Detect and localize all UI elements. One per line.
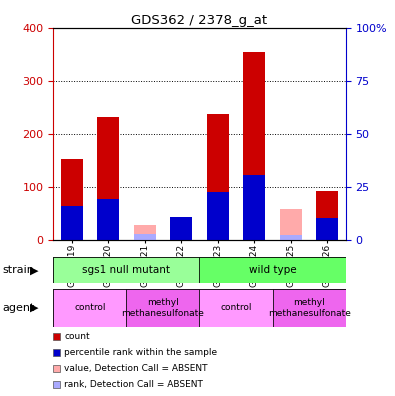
Text: sgs1 null mutant: sgs1 null mutant xyxy=(83,265,170,275)
Bar xyxy=(243,175,265,240)
Bar xyxy=(53,289,126,327)
Bar xyxy=(134,234,156,240)
Text: methyl
methanesulfonate: methyl methanesulfonate xyxy=(122,298,204,318)
Bar xyxy=(134,225,156,240)
Bar xyxy=(280,209,302,240)
Text: wild type: wild type xyxy=(249,265,296,275)
Bar xyxy=(97,199,119,240)
Bar xyxy=(170,217,192,240)
Bar xyxy=(199,289,273,327)
Text: rank, Detection Call = ABSENT: rank, Detection Call = ABSENT xyxy=(64,380,203,388)
Bar xyxy=(316,191,338,240)
Bar xyxy=(97,117,119,240)
Text: control: control xyxy=(74,303,105,312)
Bar xyxy=(199,257,346,283)
Bar xyxy=(243,51,265,240)
Bar xyxy=(273,289,346,327)
Text: ▶: ▶ xyxy=(30,265,38,275)
Text: count: count xyxy=(64,332,90,341)
Bar xyxy=(207,114,229,240)
Bar xyxy=(61,206,83,240)
Bar xyxy=(207,192,229,240)
Bar xyxy=(61,159,83,240)
Bar xyxy=(280,235,302,240)
Text: percentile rank within the sample: percentile rank within the sample xyxy=(64,348,218,357)
Text: methyl
methanesulfonate: methyl methanesulfonate xyxy=(268,298,350,318)
Bar xyxy=(126,289,199,327)
Text: ▶: ▶ xyxy=(30,303,38,313)
Title: GDS362 / 2378_g_at: GDS362 / 2378_g_at xyxy=(132,13,267,27)
Bar xyxy=(316,218,338,240)
Text: value, Detection Call = ABSENT: value, Detection Call = ABSENT xyxy=(64,364,208,373)
Bar xyxy=(53,257,199,283)
Text: strain: strain xyxy=(2,265,34,275)
Text: agent: agent xyxy=(2,303,34,313)
Text: control: control xyxy=(220,303,252,312)
